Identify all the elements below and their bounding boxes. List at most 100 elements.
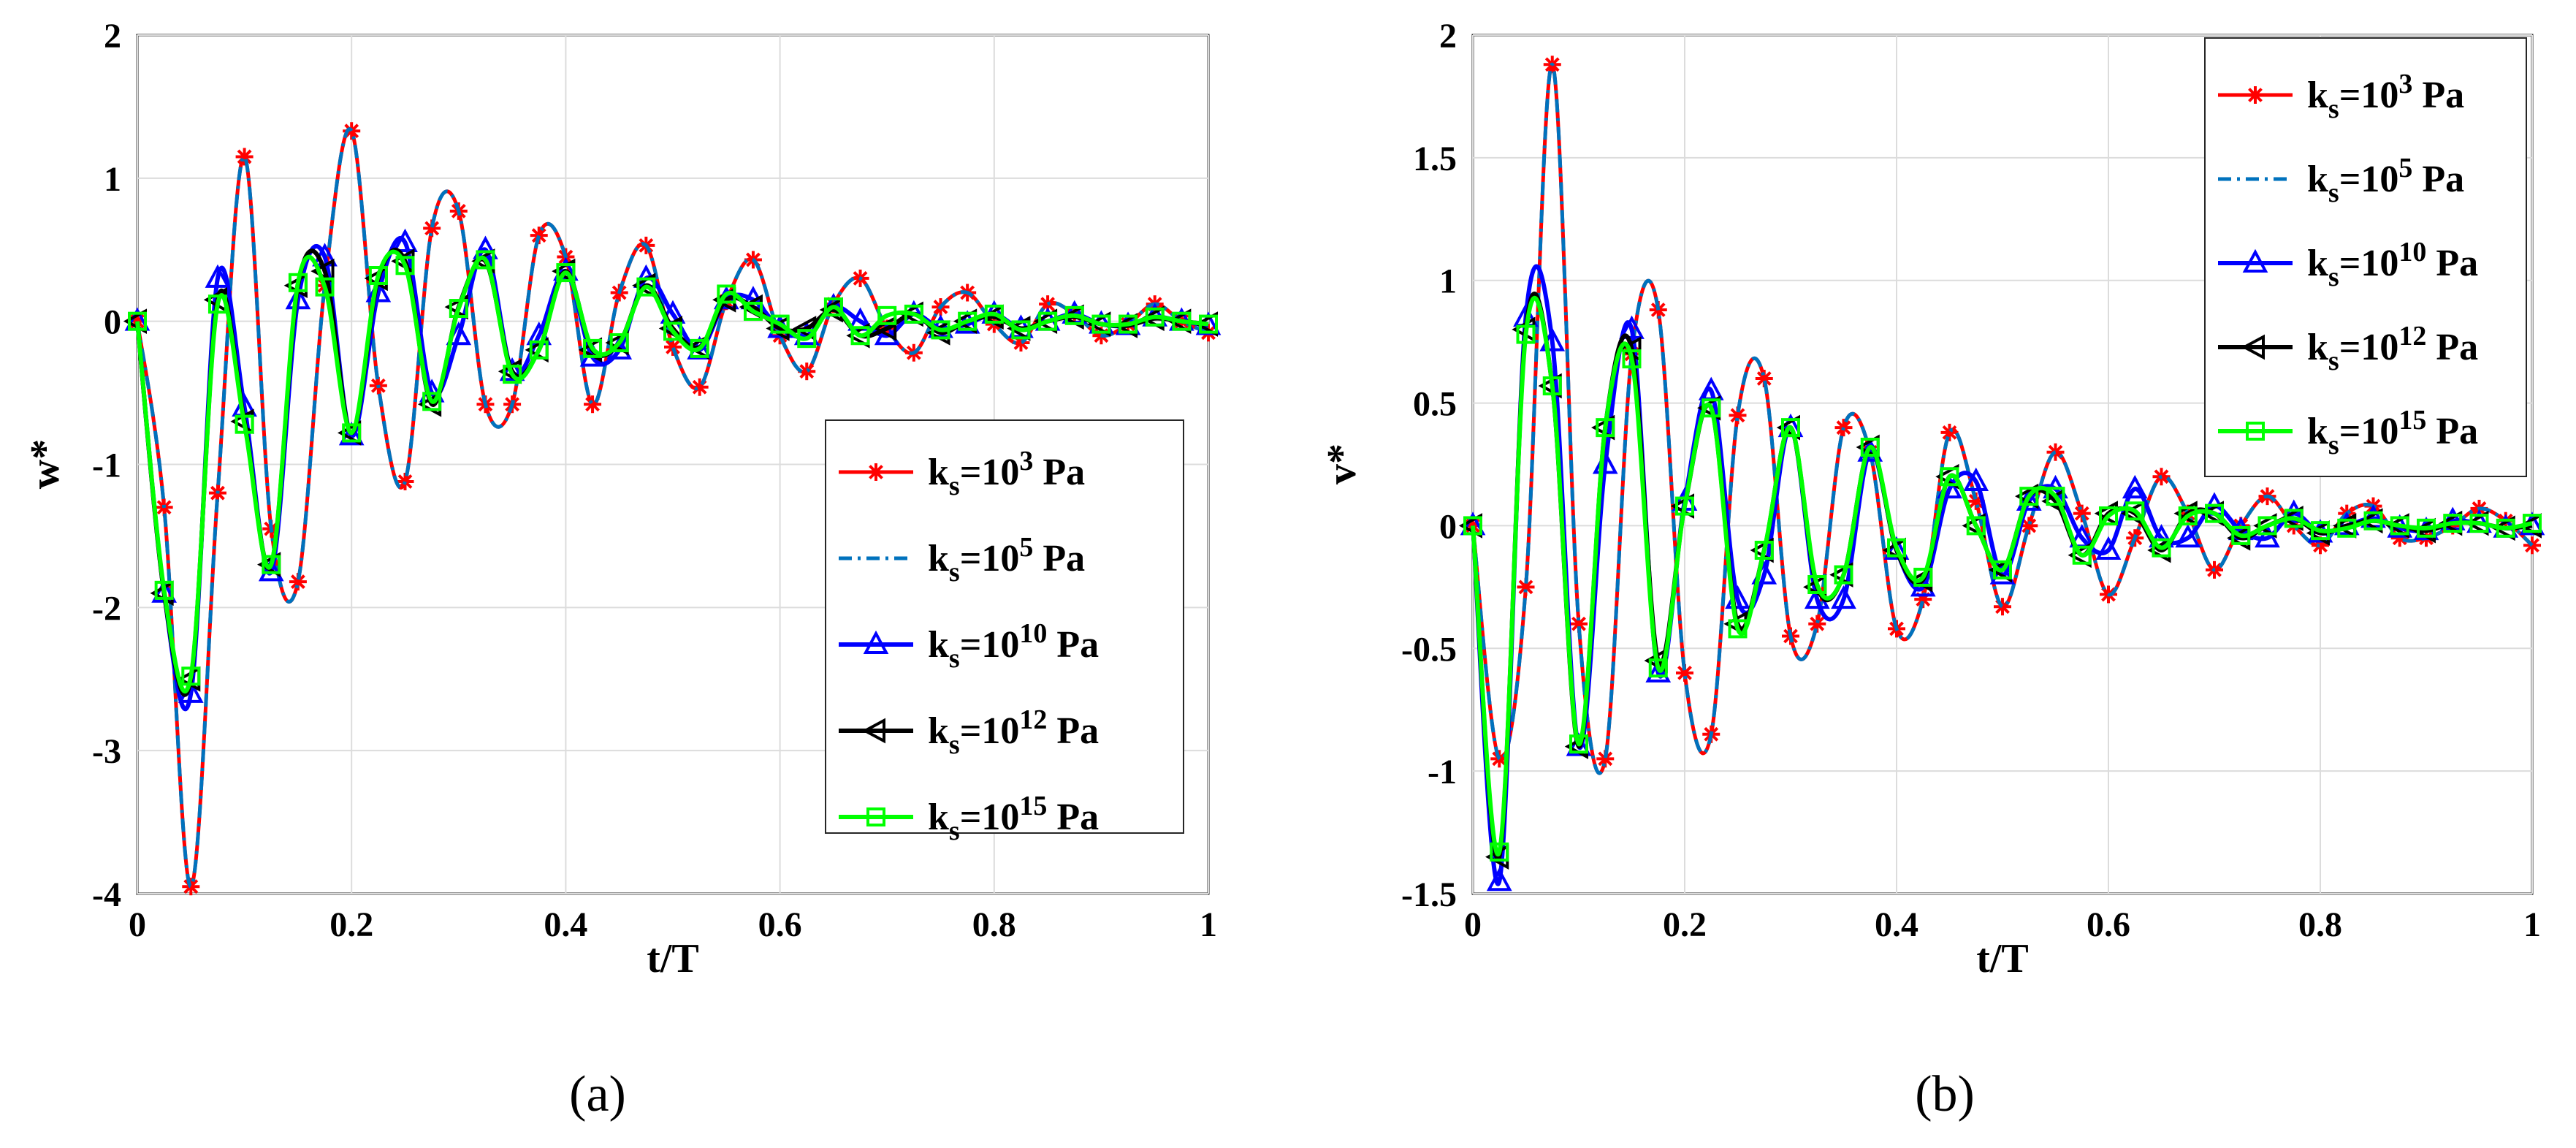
panel-a-data-point (262, 555, 281, 574)
panel-b-data-point (1913, 567, 1933, 587)
panel-b-data-point (2469, 514, 2489, 533)
panel-b-data-point (2125, 501, 2145, 521)
panel-b-data-point (1516, 324, 1536, 344)
panel-b-x-tick-label: 0 (1464, 905, 1482, 944)
panel-b-data-point (1542, 376, 1562, 396)
panel-b-data-point (1940, 467, 1959, 487)
panel-b-data-point (2073, 504, 2091, 522)
panel-a-data-point (583, 338, 603, 358)
panel-a-y-tick-label: 2 (104, 17, 121, 56)
panel-a-y-tick-label: -3 (92, 732, 121, 771)
panel-b-data-point (2363, 511, 2383, 531)
panel-a-data-point (476, 250, 495, 270)
panel-b-x-ticks: 0 0.2 0.4 0.6 0.8 1 (1464, 905, 2541, 944)
panel-a-data-point (556, 263, 576, 283)
panel-a-data-point (690, 338, 709, 358)
panel-a-data-point (636, 277, 656, 297)
panel-b-legend-marker (2246, 422, 2265, 441)
panel-b-data-point (2417, 518, 2436, 538)
panel-a-data-point (663, 322, 682, 341)
panel-a-legend-label: ks=1010 Pa (928, 618, 1099, 674)
panel-b-data-point (2284, 509, 2303, 528)
panel-a-x-axis-label: t/T (647, 936, 699, 981)
panel-a-data-point (338, 422, 365, 446)
panel-a-data-point (422, 392, 442, 411)
panel-a-data-point (797, 329, 817, 349)
panel-b-y-tick-label: -1 (1428, 753, 1457, 791)
panel-a-x-tick-label: 1 (1200, 905, 1217, 944)
panel-b-y-tick-label: 0 (1439, 507, 1457, 546)
panel-a-data-point (584, 395, 602, 414)
panel-a-data-point (181, 666, 201, 686)
panel-b-series-line (1471, 62, 2534, 775)
panel-a-data-point (310, 258, 335, 284)
panel-a-data-point (1119, 314, 1138, 334)
panel-b-data-point (2390, 516, 2409, 536)
panel-a-series-5 (128, 249, 1218, 693)
panel-b-y-tick-label: -0.5 (1401, 630, 1457, 669)
panel-b-x-tick-label: 0.8 (2298, 905, 2342, 944)
panel-a-data-point (1011, 320, 1031, 340)
panel-a-chart: 0 0.2 0.4 0.6 0.8 1 -4 -3 -2 -1 0 1 2 t/T w* ks=103… (23, 17, 1222, 1122)
panel-a-x-tick-label: 0.2 (329, 905, 373, 944)
panel-b-series-5 (1463, 295, 2542, 862)
panel-a-series-line (135, 127, 1209, 889)
panel-b-data-point (2122, 474, 2148, 499)
panel-b-data-point (1883, 536, 1910, 560)
panel-a-x-tick-label: 0.6 (758, 905, 802, 944)
panel-a-data-point (182, 878, 200, 896)
panel-b-data-point (2231, 525, 2251, 545)
panel-a-data-point (205, 264, 231, 288)
panel-a-legend-label: ks=1012 Pa (928, 704, 1099, 760)
panel-a-y-tick-label: -4 (92, 875, 121, 914)
panel-b-data-point (2443, 514, 2463, 533)
panel-a-data-point (958, 311, 978, 331)
panel-b-series-line (1471, 295, 2533, 857)
panel-b-y-tick-label: 1.5 (1413, 140, 1457, 178)
panel-b-data-point (2337, 518, 2357, 538)
panel-a-data-point (128, 311, 147, 331)
panel-a-x-ticks: 0 0.2 0.4 0.6 0.8 1 (129, 905, 1217, 944)
panel-b-data-point (2178, 506, 2198, 525)
panel-b-data-point (1622, 349, 1642, 369)
panel-b-legend-marker (2241, 334, 2265, 360)
panel-a-legend-label: ks=103 Pa (928, 446, 1085, 501)
panel-a-series-line (135, 249, 1209, 693)
panel-b-data-point (2255, 523, 2280, 548)
panel-a-data-point (529, 340, 549, 360)
panel-a-legend-marker (867, 463, 885, 481)
panel-a-data-point (235, 414, 254, 434)
panel-a-grid (137, 34, 1209, 894)
panel-a-legend: ks=103 Pa ks=105 Pa ks=1010 Pa ks=1012 Pa ks… (825, 419, 1184, 846)
panel-b-data-point (1963, 467, 1989, 491)
panel-a-data-point (874, 322, 900, 346)
panel-b-data-point (2019, 487, 2039, 506)
panel-a-y-axis-label: w* (23, 439, 68, 489)
panel-a-data-point (823, 297, 843, 317)
panel-a-legend-marker (861, 718, 885, 744)
panel-b-legend-label: ks=1010 Pa (2307, 237, 2478, 292)
panel-a-x-tick-label: 0.8 (972, 905, 1016, 944)
panel-a-data-point (1064, 305, 1084, 325)
panel-b-data-point (1754, 541, 1774, 560)
panel-a-data-point (207, 294, 227, 314)
panel-a-data-point (258, 558, 284, 582)
panel-a-legend-marker (863, 630, 889, 654)
panel-b-data-point (1645, 658, 1672, 683)
panel-b-data-point (1675, 496, 1694, 516)
panel-b-label: (b) (1915, 1066, 1975, 1122)
panel-b-data-point (1831, 585, 1856, 609)
panel-b-legend-label: ks=1015 Pa (2307, 405, 2478, 460)
panel-b-legend: ks=103 Pa ks=105 Pa ks=1010 Pa ks=1012 Pa ks… (2204, 37, 2527, 477)
panel-b-data-point (1566, 732, 1592, 756)
panel-a-data-point (503, 365, 522, 384)
panel-b-x-tick-label: 0.6 (2087, 905, 2130, 944)
panel-a-data-point (770, 314, 790, 334)
panel-a-data-point (288, 273, 308, 292)
panel-b-data-point (1993, 560, 2012, 579)
panel-a-data-point (1091, 314, 1111, 334)
panel-a-data-point (154, 580, 174, 600)
panel-b-data-point (2095, 536, 2122, 560)
panel-a-data-point (850, 326, 870, 346)
